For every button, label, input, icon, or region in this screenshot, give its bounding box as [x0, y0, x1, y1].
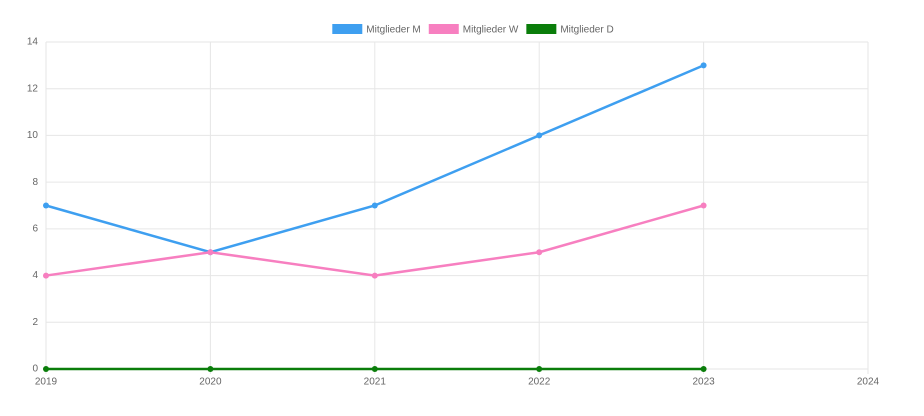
legend-label: Mitglieder M [366, 25, 420, 36]
legend-swatch [428, 24, 459, 34]
data-point [207, 366, 214, 372]
x-tick-label: 2024 [857, 377, 880, 388]
x-tick-label: 2022 [528, 377, 551, 388]
legend-swatch [332, 24, 363, 34]
legend-label: Mitglieder D [560, 25, 613, 36]
y-tick-label: 8 [32, 177, 38, 188]
data-point [43, 366, 49, 372]
data-point [43, 272, 49, 279]
y-tick-label: 6 [32, 223, 38, 234]
data-point [371, 202, 378, 209]
data-point [700, 366, 707, 372]
x-tick-label: 2020 [199, 377, 222, 388]
y-tick-label: 10 [27, 130, 39, 141]
data-point [536, 249, 543, 256]
x-tick-label: 2019 [35, 377, 58, 388]
data-point [536, 366, 543, 372]
data-point [700, 62, 707, 69]
x-tick-label: 2021 [364, 377, 387, 388]
data-point [371, 272, 378, 279]
data-point [371, 366, 378, 372]
y-tick-label: 4 [32, 270, 38, 281]
y-tick-label: 0 [32, 364, 38, 375]
y-tick-label: 2 [32, 317, 38, 328]
y-tick-label: 14 [27, 37, 39, 48]
x-tick-label: 2023 [692, 377, 715, 388]
data-point [207, 249, 214, 256]
data-point [43, 202, 49, 209]
data-point [536, 132, 543, 139]
y-tick-label: 12 [27, 83, 39, 94]
data-point [700, 202, 707, 209]
legend-swatch [526, 24, 557, 34]
legend-label: Mitglieder W [463, 25, 519, 36]
